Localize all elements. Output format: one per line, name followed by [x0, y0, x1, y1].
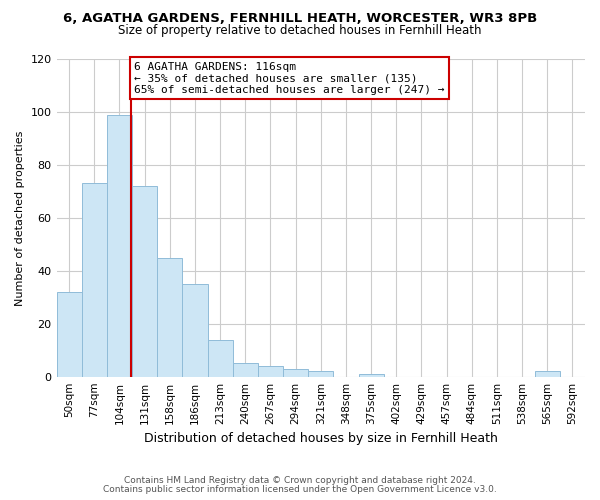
Text: 6 AGATHA GARDENS: 116sqm
← 35% of detached houses are smaller (135)
65% of semi-: 6 AGATHA GARDENS: 116sqm ← 35% of detach…	[134, 62, 445, 95]
Bar	[208, 340, 233, 376]
X-axis label: Distribution of detached houses by size in Fernhill Heath: Distribution of detached houses by size …	[144, 432, 498, 445]
Text: 6, AGATHA GARDENS, FERNHILL HEATH, WORCESTER, WR3 8PB: 6, AGATHA GARDENS, FERNHILL HEATH, WORCE…	[63, 12, 537, 26]
Bar	[82, 184, 107, 376]
Bar	[182, 284, 208, 376]
Bar	[283, 368, 308, 376]
Bar	[535, 372, 560, 376]
Bar	[359, 374, 383, 376]
Bar	[132, 186, 157, 376]
Bar	[308, 372, 334, 376]
Text: Contains HM Land Registry data © Crown copyright and database right 2024.: Contains HM Land Registry data © Crown c…	[124, 476, 476, 485]
Bar	[56, 292, 82, 376]
Y-axis label: Number of detached properties: Number of detached properties	[15, 130, 25, 306]
Bar	[258, 366, 283, 376]
Text: Size of property relative to detached houses in Fernhill Heath: Size of property relative to detached ho…	[118, 24, 482, 37]
Text: Contains public sector information licensed under the Open Government Licence v3: Contains public sector information licen…	[103, 484, 497, 494]
Bar	[107, 114, 132, 376]
Bar	[157, 258, 182, 376]
Bar	[233, 364, 258, 376]
